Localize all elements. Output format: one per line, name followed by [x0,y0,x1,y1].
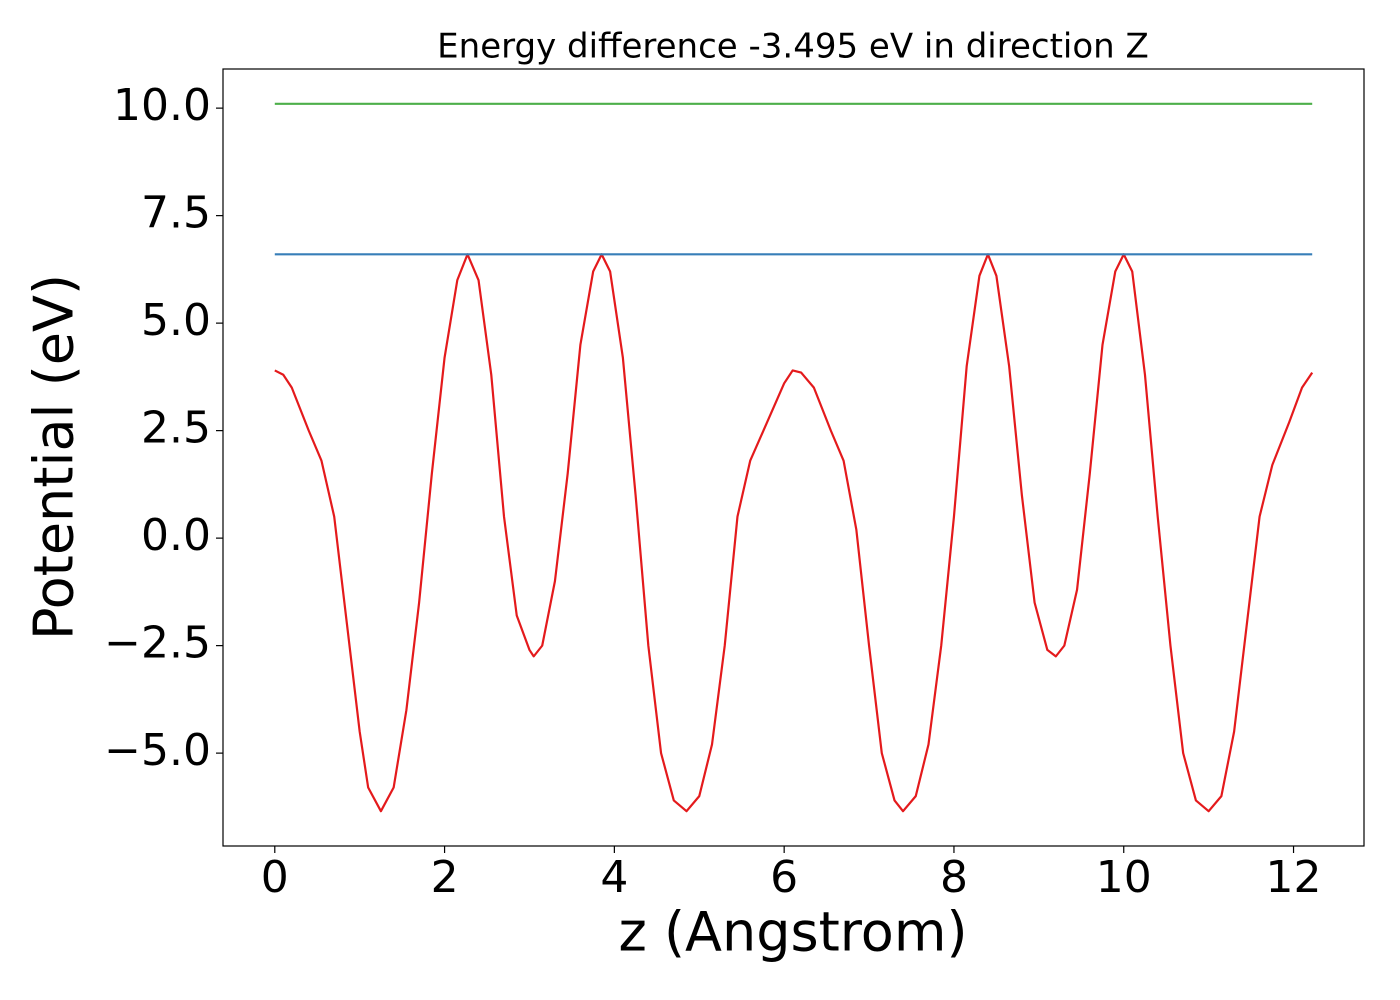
data-line [274,253,1314,813]
x-tick-label: 4 [600,852,628,903]
y-tick-label: 0.0 [141,510,211,561]
y-tick-label: 7.5 [141,188,211,239]
x-tick-label: 12 [1266,852,1322,903]
plot-frame [222,68,1365,847]
y-tick-label: −5.0 [104,725,211,776]
x-tick-label: 10 [1096,852,1152,903]
y-tick-label: 2.5 [141,403,211,454]
x-tick-label: 2 [431,852,459,903]
x-tick-label: 6 [770,852,798,903]
plot-area [274,102,1314,813]
y-tick-label: −2.5 [104,618,211,669]
x-tick-label: 8 [940,852,968,903]
y-tick-label: 5.0 [141,295,211,346]
chart-title: Energy difference -3.495 eV in direction… [437,27,1149,67]
x-tick-label: 0 [261,852,289,903]
y-tick-label: 10.0 [113,80,211,131]
x-axis-label: z (Angstrom) [618,901,967,964]
y-axis-label: Potential (eV) [23,274,86,640]
